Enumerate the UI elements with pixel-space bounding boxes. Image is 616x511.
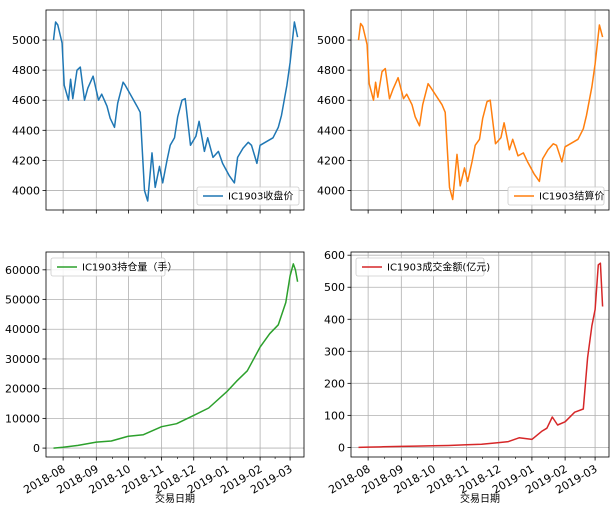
series-line — [358, 262, 604, 449]
y-tick-label: 4600 — [317, 94, 345, 107]
plot-frame — [45, 9, 305, 211]
legend: IC1903持仓量（手） — [50, 257, 177, 277]
y-tick-label: 100 — [324, 409, 345, 422]
x-axis-label: 交易日期 — [460, 492, 500, 505]
y-tick-label: 500 — [324, 281, 345, 294]
chart-panel-4: 01002003004005006002018-082018-092018-10… — [324, 249, 610, 505]
y-tick-label: 20000 — [5, 383, 40, 396]
legend-label: IC1903结算价 — [539, 190, 604, 203]
y-tick-label: 5000 — [12, 34, 40, 47]
series-line — [357, 22, 604, 201]
y-tick-label: 40000 — [5, 323, 40, 336]
y-tick-label: 400 — [324, 313, 345, 326]
y-tick-label: 10000 — [5, 412, 40, 425]
legend-label: IC1903收盘价 — [228, 190, 293, 203]
y-tick-label: 4200 — [317, 154, 345, 167]
legend-box — [50, 257, 166, 277]
y-tick-label: 600 — [324, 249, 345, 262]
legend: IC1903收盘价 — [196, 186, 300, 206]
y-tick-label: 300 — [324, 345, 345, 358]
series-line — [52, 21, 299, 202]
y-tick-label: 0 — [338, 441, 345, 454]
plot-frame — [350, 251, 610, 458]
y-tick-label: 50000 — [5, 294, 40, 307]
y-tick-label: 4800 — [317, 64, 345, 77]
legend-label: IC1903持仓量（手） — [82, 261, 177, 274]
legend: IC1903成交金额(亿元) — [355, 257, 490, 277]
y-tick-label: 4400 — [317, 124, 345, 137]
y-tick-label: 4600 — [12, 94, 40, 107]
y-tick-label: 5000 — [317, 34, 345, 47]
y-tick-label: 4200 — [12, 154, 40, 167]
y-tick-label: 4400 — [12, 124, 40, 137]
y-tick-label: 4000 — [12, 184, 40, 197]
y-tick-label: 200 — [324, 377, 345, 390]
legend-box — [507, 186, 605, 206]
chart-panel-1: 4000 4200 4400 4600 4800 5000 IC1903收盘价 — [12, 9, 305, 214]
y-tick-label: 30000 — [5, 353, 40, 366]
chart-panel-3: 01000020000300004000050000600002018-0820… — [5, 251, 305, 505]
plot-frame — [45, 251, 305, 458]
chart-panel-2: 4000 4200 4400 4600 4800 5000 IC1903结算价 — [317, 9, 610, 214]
plot-frame — [350, 9, 610, 211]
legend-box — [355, 257, 485, 277]
legend-box — [196, 186, 300, 206]
y-tick-label: 60000 — [5, 264, 40, 277]
x-axis-label: 交易日期 — [155, 492, 195, 505]
y-tick-label: 0 — [33, 442, 40, 455]
legend-label: IC1903成交金额(亿元) — [387, 261, 490, 274]
y-tick-label: 4000 — [317, 184, 345, 197]
legend: IC1903结算价 — [507, 186, 605, 206]
series-line — [53, 263, 299, 449]
y-tick-label: 4800 — [12, 64, 40, 77]
